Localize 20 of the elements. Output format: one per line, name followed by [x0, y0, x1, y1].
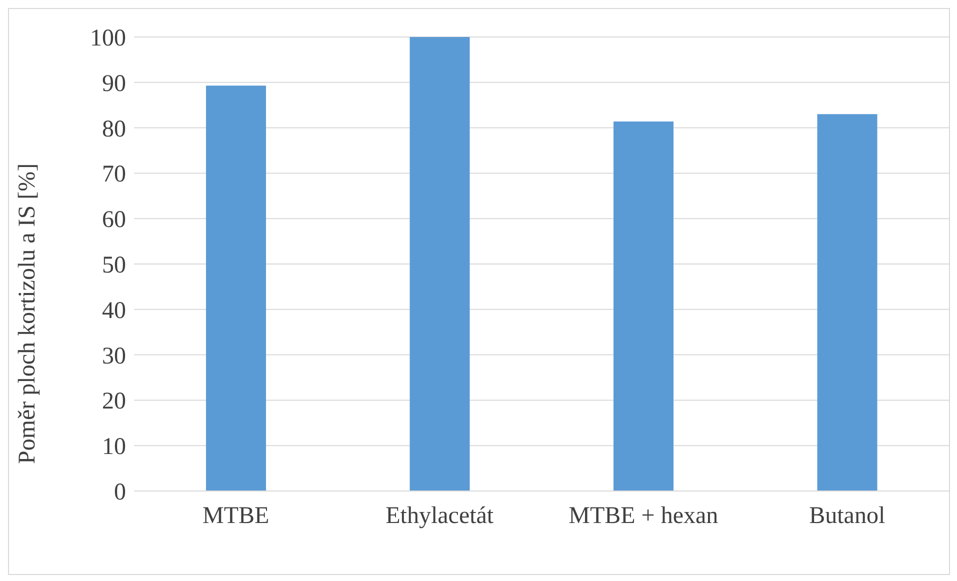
y-tick-label: 80: [102, 116, 126, 142]
y-tick-label: 50: [102, 252, 126, 279]
y-tick-label: 20: [102, 388, 126, 415]
y-tick-label: 40: [102, 298, 126, 324]
y-tick-label: 0: [114, 480, 126, 506]
bar: [817, 114, 878, 491]
y-axis-title: Poměr ploch kortizolu a IS [%]: [14, 163, 41, 464]
y-tick-label: 90: [102, 70, 126, 97]
bar: [206, 86, 266, 491]
y-tick-label: 30: [102, 343, 126, 370]
x-tick-label: Ethylacetát: [386, 503, 494, 529]
bar: [614, 121, 674, 491]
y-tick-label: 70: [102, 162, 126, 188]
y-tick-label: 60: [102, 207, 126, 234]
x-tick-label: Butanol: [809, 503, 886, 529]
bar: [410, 37, 470, 491]
y-tick-label: 100: [90, 26, 126, 52]
x-tick-label: MTBE + hexan: [568, 503, 718, 529]
x-tick-label: MTBE: [202, 503, 270, 529]
y-tick-label: 10: [102, 434, 126, 460]
